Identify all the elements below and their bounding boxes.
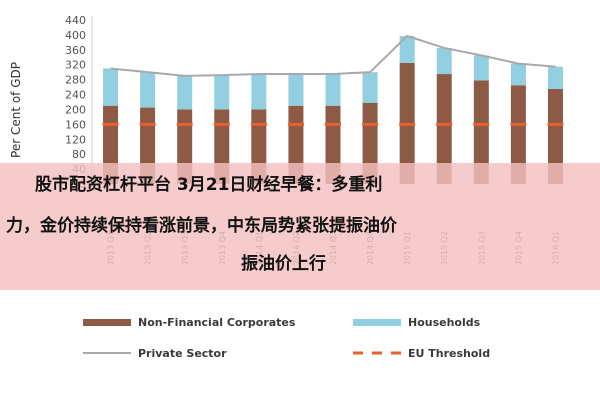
bar-households [288,74,304,106]
y-tick-label: 240 [65,89,86,102]
bar-households [473,55,489,81]
plot-area [102,34,564,185]
bar-non-financial-corporates [547,88,563,184]
overlay-text-line: 股市配资杠杆平台 3月21日财经早餐：多重利 [35,174,382,195]
bar-households [103,68,119,106]
overlay-banner [0,163,600,290]
bar-households [399,36,415,63]
y-tick-label: 80 [72,148,86,161]
bar-non-financial-corporates [436,74,452,184]
bar-households [140,72,156,108]
y-tick-label: 320 [65,59,86,72]
bar-households [214,75,230,110]
overlay-text-line: 力，金价持续保持看涨前景，中东局势紧张提振油价 [6,215,398,236]
legend-label-households: Households [408,316,481,329]
bar-non-financial-corporates [510,85,526,184]
legend-label-eu-threshold: EU Threshold [408,347,490,360]
bar-households [325,74,341,106]
bar-households [362,72,378,103]
legend: Non-Financial Corporates Households Priv… [83,316,490,360]
legend-label-private-sector: Private Sector [138,347,227,360]
y-tick-label: 360 [65,44,86,57]
bar-non-financial-corporates [473,80,489,184]
line-private-sector [110,34,556,77]
bar-households [251,74,267,110]
legend-swatch-households [353,319,401,326]
overlay-text-line: 振油价上行 [241,253,326,274]
legend-label-non-financial-corporates: Non-Financial Corporates [138,316,296,329]
y-tick-label: 440 [65,14,86,27]
legend-swatch-non-financial-corporates [83,319,131,326]
y-tick-label: 200 [65,103,86,116]
y-tick-label: 120 [65,133,86,146]
bar-households [177,75,193,110]
y-tick-label: 160 [65,118,86,131]
y-tick-label: 280 [65,74,86,87]
y-axis-label: Per Cent of GDP [9,62,23,158]
bar-households [436,47,452,75]
bar-households [547,66,563,89]
y-tick-label: 400 [65,29,86,42]
bar-households [510,63,526,86]
